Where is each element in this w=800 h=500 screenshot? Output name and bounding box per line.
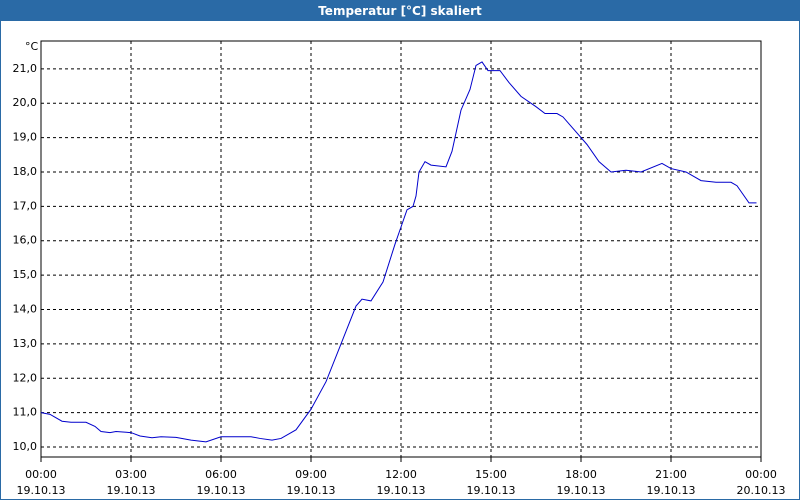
y-tick-label: 14,0 — [13, 303, 38, 316]
x-tick-date: 19.10.13 — [557, 484, 606, 497]
chart: °C 10,0 11,0 12,0 13,0 14,0 15,0 16,0 17,0 18,0 1… — [13, 40, 786, 497]
y-tick-label: 21,0 — [13, 62, 38, 75]
x-tick-label: 15:00 — [475, 468, 507, 481]
y-tick-label: 19,0 — [13, 131, 38, 144]
x-tick-date: 19.10.13 — [647, 484, 696, 497]
y-tick-label: 20,0 — [13, 96, 38, 109]
x-tick-label: 18:00 — [565, 468, 597, 481]
y-tick-label: 12,0 — [13, 371, 38, 384]
x-tick-date: 19.10.13 — [107, 484, 156, 497]
y-tick-label: 15,0 — [13, 268, 38, 281]
x-tick-date: 19.10.13 — [17, 484, 66, 497]
x-tick-label: 00:00 — [745, 468, 777, 481]
x-tick-date: 19.10.13 — [467, 484, 516, 497]
x-tick-label: 06:00 — [205, 468, 237, 481]
y-tick-label: 13,0 — [13, 337, 38, 350]
y-tick-label: 10,0 — [13, 440, 38, 453]
y-unit: °C — [25, 40, 39, 53]
y-tick-label: 11,0 — [13, 406, 38, 419]
x-tick-date: 20.10.13 — [737, 484, 786, 497]
x-tick-date: 19.10.13 — [287, 484, 336, 497]
chart-title: Temperatur [°C] skaliert — [1, 1, 799, 21]
y-tick-label: 18,0 — [13, 165, 38, 178]
x-tick-date: 19.10.13 — [377, 484, 426, 497]
plot-area — [40, 40, 762, 458]
x-tick-label: 00:00 — [25, 468, 57, 481]
x-tick-label: 21:00 — [655, 468, 687, 481]
data-line — [40, 61, 757, 443]
y-tick-label: 17,0 — [13, 199, 38, 212]
x-tick-label: 03:00 — [115, 468, 147, 481]
x-tick-label: 09:00 — [295, 468, 327, 481]
x-tick-date: 19.10.13 — [197, 484, 246, 497]
y-tick-label: 16,0 — [13, 234, 38, 247]
x-tick-label: 12:00 — [385, 468, 417, 481]
